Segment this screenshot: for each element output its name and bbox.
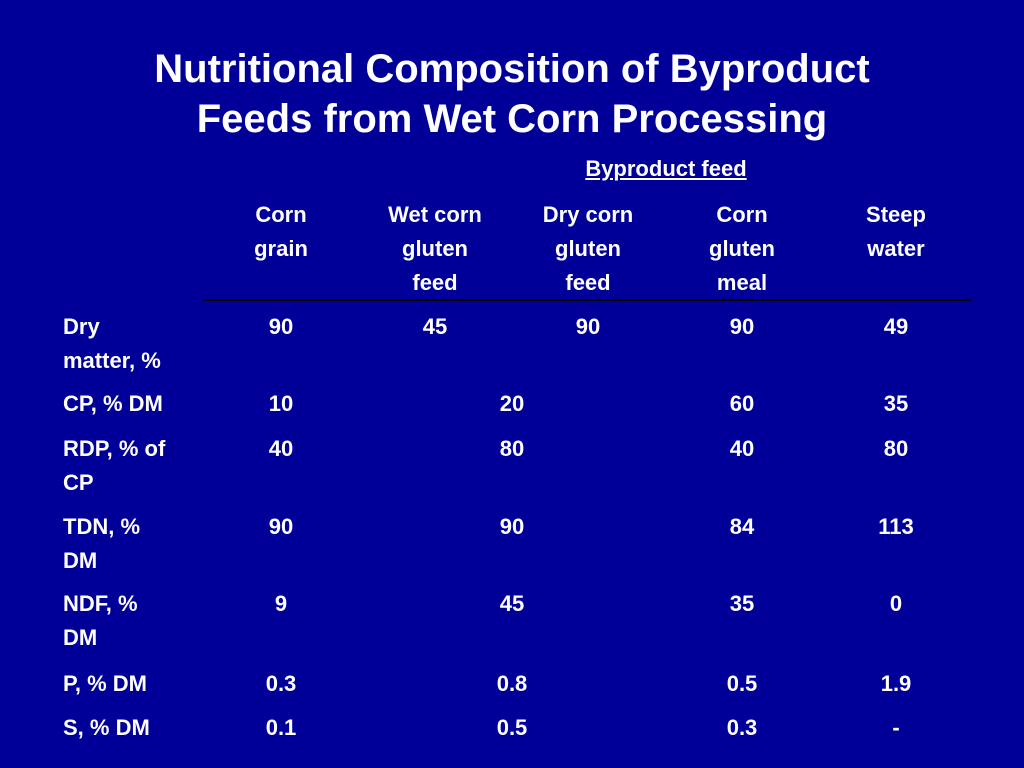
row-label-p: P, % DM [63,667,208,701]
row-label-line: DM [63,625,98,650]
slide-title: Nutritional Composition of Byproduct Fee… [0,44,1024,144]
slide-title-line-2: Feeds from Wet Corn Processing [196,97,828,141]
table-cell: 90 [268,314,294,339]
table-cell: 40 [268,436,294,461]
table-cell: 0.5 [496,715,528,740]
table-cell: 0.5 [726,671,758,696]
column-header-wet-corn-gluten-feed: Wet corn gluten feed [365,198,505,300]
column-header-line: Dry corn [542,202,634,227]
row-label-tdn: TDN, % DM [63,510,208,578]
row-label-line: NDF, % [63,591,138,616]
column-header-line: Wet corn [388,202,482,227]
byproduct-feed-header: Byproduct feed [585,156,747,181]
table-cell: 0.3 [726,715,758,740]
column-header-steep-water: Steep water [836,198,956,266]
column-header-line: Steep [866,202,926,227]
column-header-line: feed [565,270,611,295]
table-cell: 35 [883,391,909,416]
table-cell: 0.8 [496,671,528,696]
table-cell: 84 [729,514,755,539]
row-label-rdp: RDP, % of CP [63,432,208,500]
table-cell: 9 [274,591,288,616]
row-label-line: S, % DM [63,715,150,740]
table-cell: 60 [729,391,755,416]
column-header-corn-grain: Corn grain [221,198,341,266]
table-cell: 90 [729,314,755,339]
row-label-line: CP, % DM [63,391,163,416]
table-cell: 35 [729,591,755,616]
table-cell: 113 [878,514,914,539]
column-header-line: gluten [709,236,775,261]
row-label-ndf: NDF, % DM [63,587,208,655]
table-cell: 49 [883,314,909,339]
table-cell: 90 [268,514,294,539]
table-cell: 0 [889,591,903,616]
table-cell: 0.1 [265,715,297,740]
column-header-line: grain [254,236,308,261]
column-header-line: Corn [716,202,768,227]
row-label-line: Dry [63,314,100,339]
slide-title-line-1: Nutritional Composition of Byproduct [154,47,870,91]
row-label-line: TDN, % [63,514,140,539]
column-header-line: meal [716,270,768,295]
table-cell: 1.9 [880,671,912,696]
table-cell: 0.3 [265,671,297,696]
column-header-line: Corn [255,202,307,227]
column-header-corn-gluten-meal: Corn gluten meal [682,198,802,300]
table-cell: - [892,715,900,740]
table-cell: 80 [883,436,909,461]
row-label-line: DM [63,548,98,573]
column-header-dry-corn-gluten-feed: Dry corn gluten feed [518,198,658,300]
column-header-line: feed [412,270,458,295]
table-cell: 20 [499,391,525,416]
column-header-line: gluten [402,236,468,261]
row-label-line: CP [63,470,94,495]
row-label-s: S, % DM [63,711,208,745]
row-label-dry-matter: Dry matter, % [63,310,208,378]
row-label-line: RDP, % of [63,436,166,461]
table-cell: 90 [575,314,601,339]
column-header-line: water [867,236,925,261]
table-cell: 90 [499,514,525,539]
header-divider [203,299,971,301]
table-cell: 40 [729,436,755,461]
table-cell: 80 [499,436,525,461]
table-cell: 45 [499,591,525,616]
column-header-line: gluten [555,236,621,261]
table-cell: 10 [268,391,294,416]
row-label-cp: CP, % DM [63,387,208,421]
row-label-line: matter, % [63,348,161,373]
row-label-line: P, % DM [63,671,147,696]
table-cell: 45 [422,314,448,339]
